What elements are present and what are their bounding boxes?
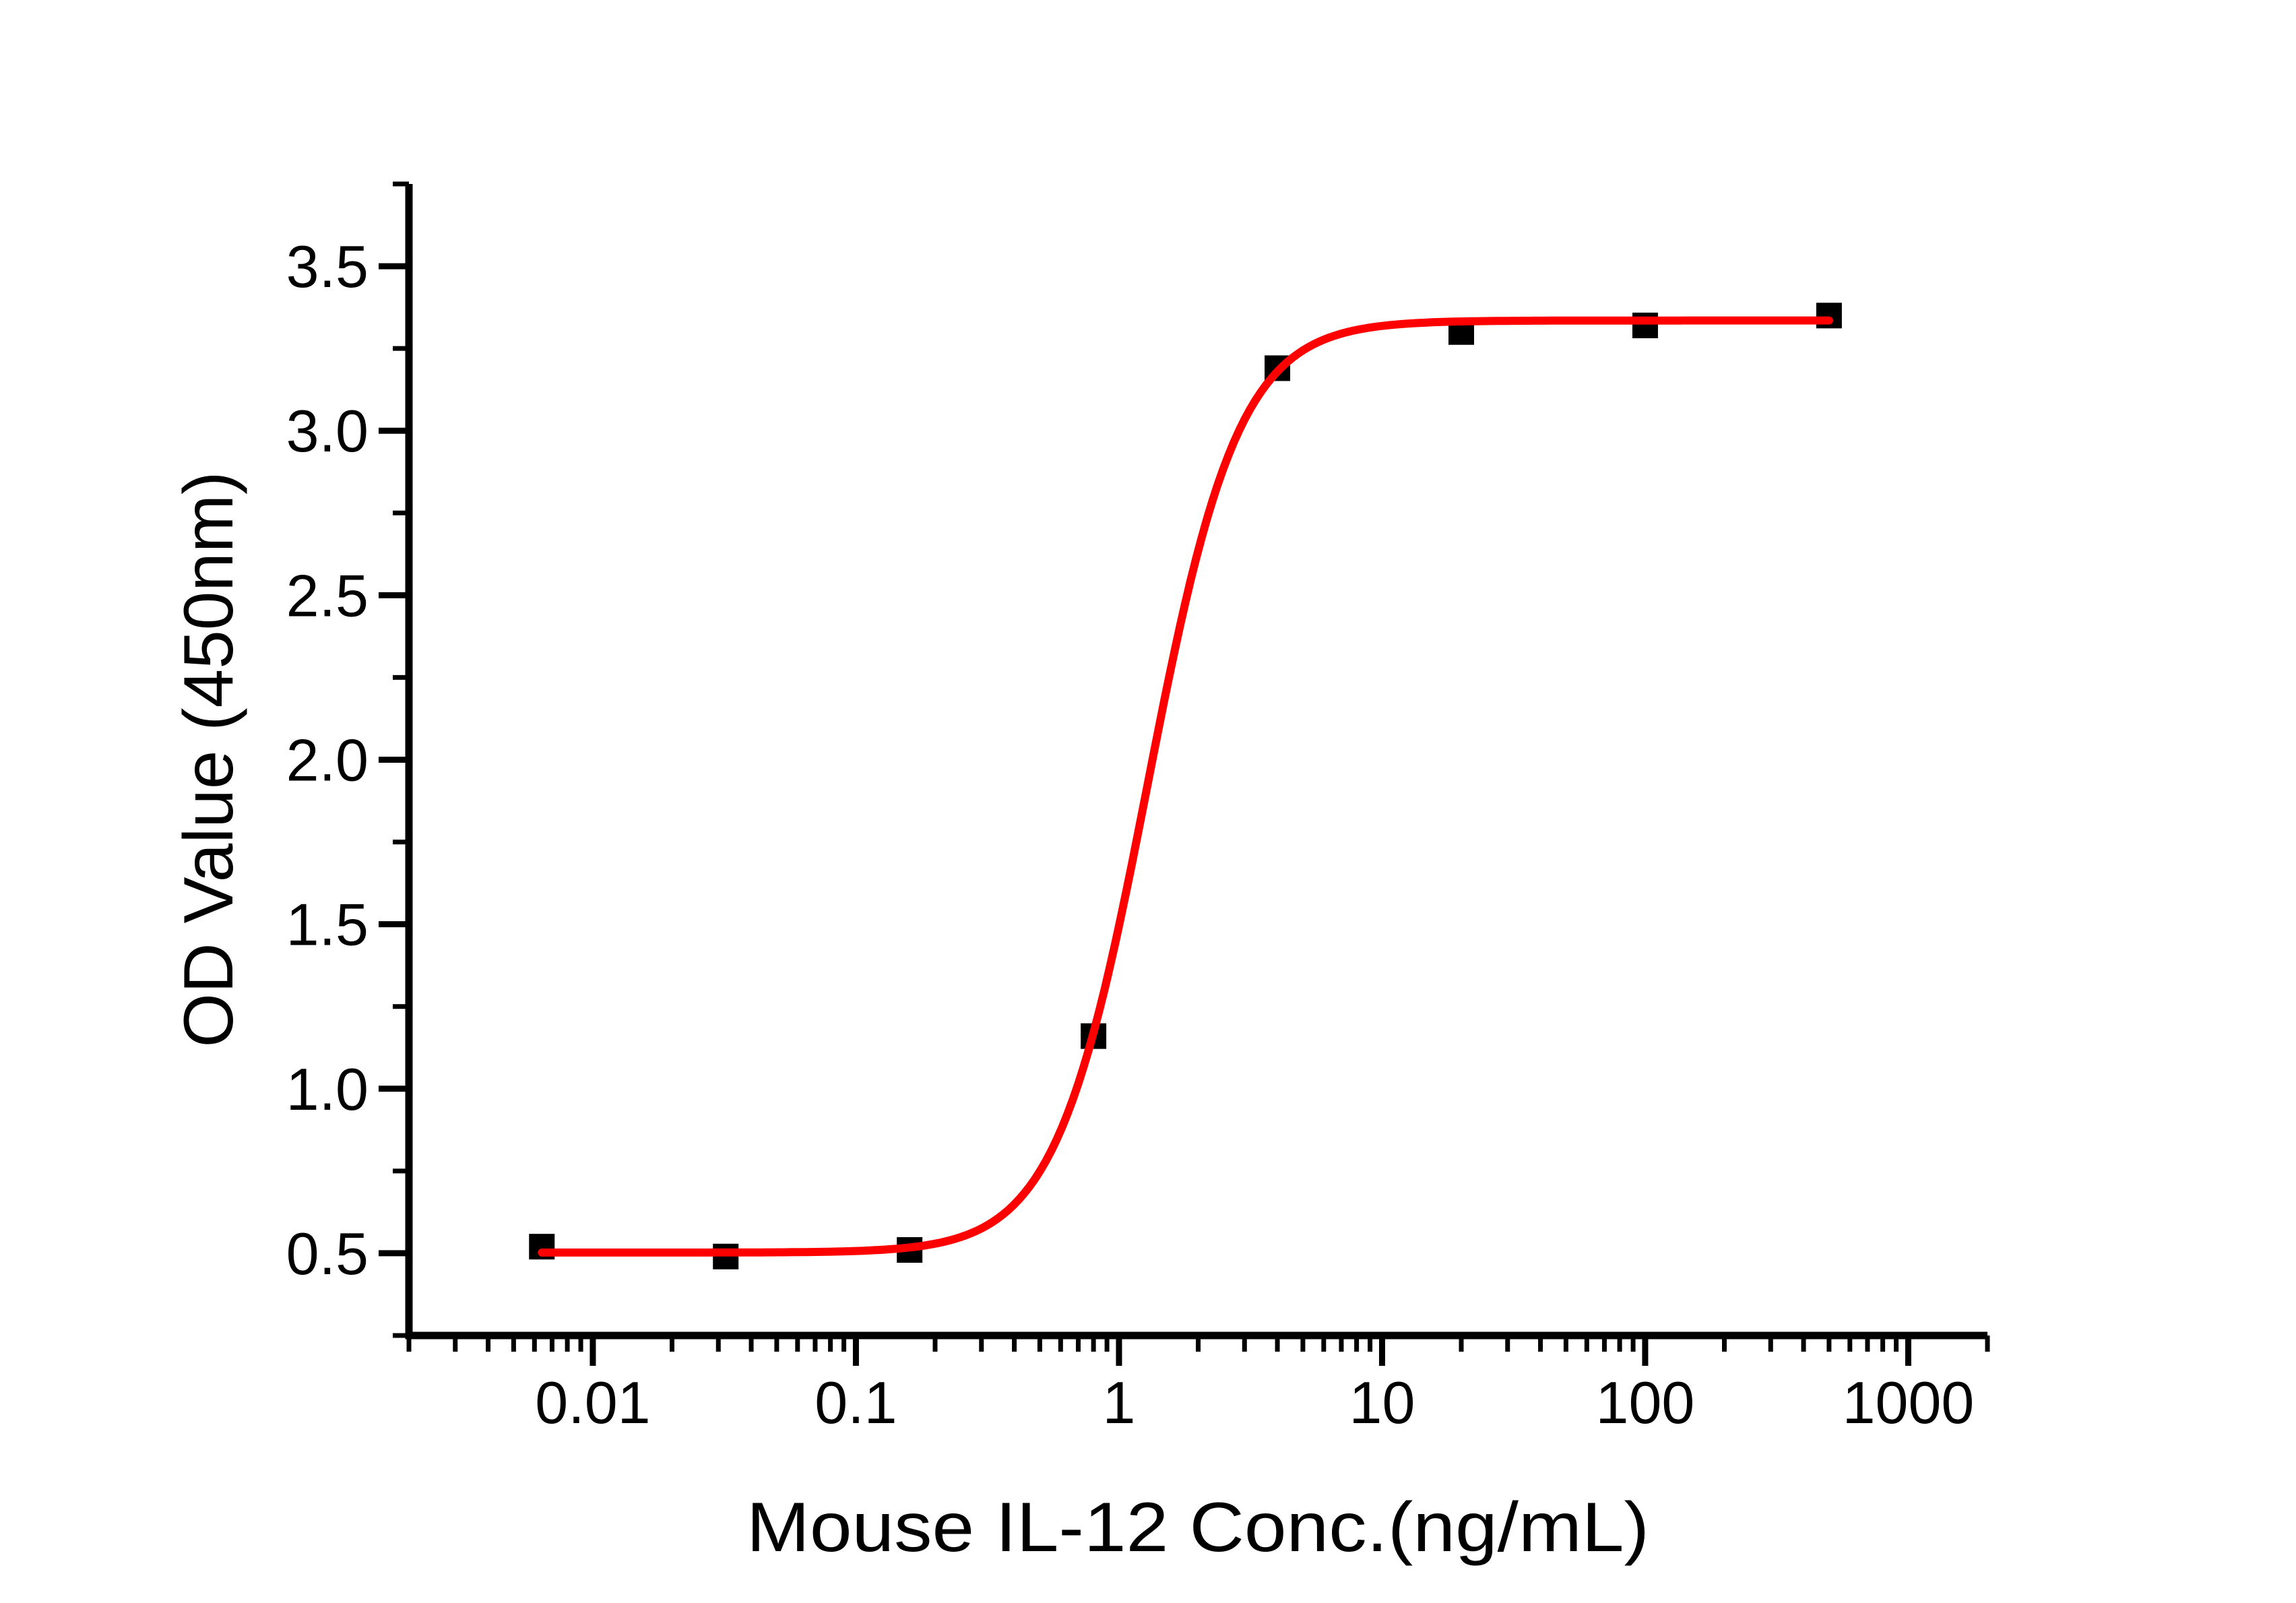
x-axis-tick-label: 10 bbox=[1349, 1369, 1415, 1436]
chart-plot-area: 0.01 0.1 1 10 100 1000 0.5 1.0 1.5 2.0 2.5 3.0 3.5 bbox=[286, 181, 1990, 1436]
y-axis-tick-label: 1.0 bbox=[286, 1056, 369, 1123]
y-axis-tick-label: 2.0 bbox=[286, 727, 369, 794]
y-axis-title: OD Value (450nm) bbox=[170, 472, 248, 1048]
x-axis-tick-label: 0.1 bbox=[815, 1369, 897, 1436]
data-point-marker bbox=[713, 1243, 739, 1269]
data-point-marker bbox=[1632, 312, 1658, 338]
x-axis-tick-label: 1000 bbox=[1843, 1369, 1975, 1436]
data-point-marker bbox=[1816, 303, 1842, 329]
x-axis-title: Mouse IL-12 Conc.(ng/mL) bbox=[746, 1488, 1649, 1567]
y-axis-tick-label: 2.5 bbox=[286, 562, 369, 629]
x-axis-tick-label: 0.01 bbox=[535, 1369, 650, 1436]
y-axis-tick-label: 0.5 bbox=[286, 1220, 369, 1287]
y-axis-tick-label: 3.0 bbox=[286, 398, 369, 464]
fit-curve bbox=[538, 316, 1833, 1257]
x-axis-tick-label: 100 bbox=[1596, 1369, 1695, 1436]
y-axis-tick-label: 1.5 bbox=[286, 891, 369, 958]
x-axis-tick-label: 1 bbox=[1102, 1369, 1135, 1436]
y-axis-tick-label: 3.5 bbox=[286, 233, 369, 300]
